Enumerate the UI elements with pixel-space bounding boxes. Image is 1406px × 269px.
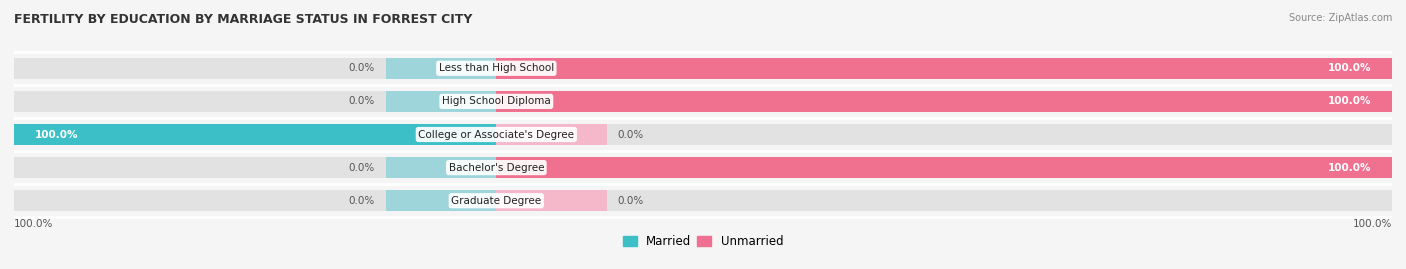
Text: 100.0%: 100.0% — [35, 129, 79, 140]
Bar — [387, 91, 496, 112]
Text: 0.0%: 0.0% — [349, 196, 375, 206]
Text: Graduate Degree: Graduate Degree — [451, 196, 541, 206]
Bar — [496, 190, 606, 211]
Text: Less than High School: Less than High School — [439, 63, 554, 73]
Bar — [14, 58, 1392, 79]
Bar — [14, 157, 1392, 178]
Text: College or Associate's Degree: College or Associate's Degree — [419, 129, 574, 140]
Text: 100.0%: 100.0% — [1327, 96, 1371, 107]
Bar — [387, 58, 496, 79]
Text: 0.0%: 0.0% — [349, 162, 375, 173]
Bar — [496, 91, 1392, 112]
Bar — [496, 157, 1392, 178]
Text: 0.0%: 0.0% — [617, 196, 644, 206]
Bar — [387, 190, 496, 211]
Bar — [14, 190, 1392, 211]
Bar — [14, 124, 1392, 145]
Text: 100.0%: 100.0% — [1353, 219, 1392, 229]
Text: 0.0%: 0.0% — [617, 129, 644, 140]
Text: 100.0%: 100.0% — [14, 219, 53, 229]
Text: High School Diploma: High School Diploma — [441, 96, 551, 107]
Text: Bachelor's Degree: Bachelor's Degree — [449, 162, 544, 173]
Bar — [14, 91, 1392, 112]
Text: Source: ZipAtlas.com: Source: ZipAtlas.com — [1288, 13, 1392, 23]
Bar — [14, 124, 496, 145]
Bar — [496, 124, 606, 145]
Text: FERTILITY BY EDUCATION BY MARRIAGE STATUS IN FORREST CITY: FERTILITY BY EDUCATION BY MARRIAGE STATU… — [14, 13, 472, 26]
Legend: Married, Unmarried: Married, Unmarried — [617, 230, 789, 253]
Text: 0.0%: 0.0% — [349, 63, 375, 73]
Text: 100.0%: 100.0% — [1327, 162, 1371, 173]
Text: 0.0%: 0.0% — [349, 96, 375, 107]
Bar — [387, 157, 496, 178]
Text: 100.0%: 100.0% — [1327, 63, 1371, 73]
Bar — [496, 58, 1392, 79]
